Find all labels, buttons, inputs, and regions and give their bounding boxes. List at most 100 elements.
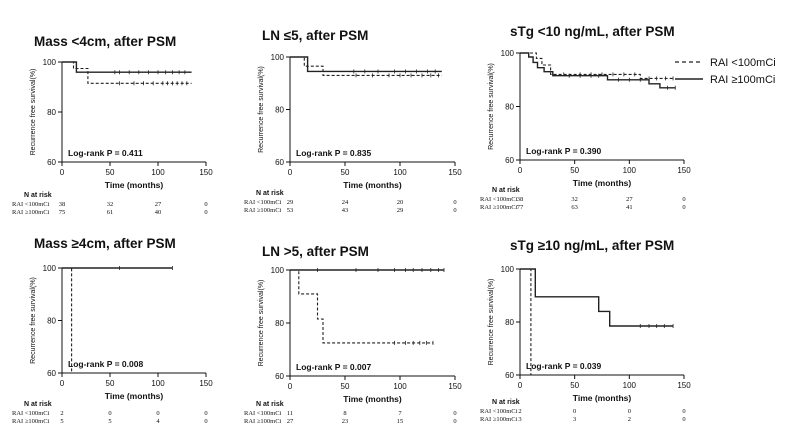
risk-count: 0 <box>573 408 576 415</box>
risk-table-header: N at risk <box>256 401 284 408</box>
risk-row-label: RAI ≥100mCi <box>12 209 50 216</box>
series-line-high-dose <box>62 61 192 73</box>
risk-count: 15 <box>397 418 404 425</box>
y-tick-label: 60 <box>505 156 514 165</box>
risk-row-label: RAI ≥100mCi <box>480 416 518 423</box>
risk-table-header: N at risk <box>492 187 520 194</box>
risk-count: 4 <box>156 418 160 425</box>
risk-count: 0 <box>682 416 685 423</box>
risk-count: 32 <box>571 196 578 203</box>
x-tick-label: 0 <box>60 379 65 388</box>
x-tick-label: 150 <box>677 381 691 390</box>
logrank-annotation: Log-rank P = 0.835 <box>296 148 371 158</box>
x-axis-label: Time (months) <box>343 394 402 404</box>
x-tick-label: 100 <box>623 166 637 175</box>
y-axis-label: Recurrence free survival(%) <box>30 69 37 156</box>
x-tick-label: 150 <box>448 382 462 391</box>
x-axis-label: Time (months) <box>573 393 632 403</box>
series-line-low-dose <box>62 267 73 373</box>
x-tick-label: 50 <box>341 382 350 391</box>
risk-count: 8 <box>343 410 346 417</box>
panel-title: LN >5, after PSM <box>262 244 369 259</box>
y-tick-label: 60 <box>275 372 284 381</box>
risk-count: 0 <box>204 201 207 208</box>
y-tick-label: 100 <box>271 266 285 275</box>
x-axis-label: Time (months) <box>105 180 164 190</box>
y-tick-label: 60 <box>505 371 514 380</box>
x-tick-label: 100 <box>623 381 637 390</box>
x-axis-label: Time (months) <box>573 178 632 188</box>
y-tick-label: 60 <box>47 369 56 378</box>
x-tick-label: 150 <box>199 168 213 177</box>
x-tick-label: 100 <box>151 379 165 388</box>
x-tick-label: 100 <box>151 168 165 177</box>
risk-count: 7 <box>398 410 402 417</box>
risk-count: 2 <box>628 416 631 423</box>
km-panel: Mass <4cm, after PSM 60 80 100 0 50 100 150 Recu… <box>12 34 213 216</box>
risk-count: 5 <box>108 418 111 425</box>
km-panel: sTg ≥10 ng/mL, after PSM 60 80 100 0 50 100 150… <box>480 238 691 423</box>
km-panel: LN ≤5, after PSM 60 80 100 0 50 100 150 Recurren… <box>244 28 462 214</box>
risk-row-label: RAI <100mCi <box>12 410 50 417</box>
risk-count: 0 <box>453 410 456 417</box>
x-tick-label: 50 <box>570 381 579 390</box>
x-tick-label: 150 <box>199 379 213 388</box>
logrank-annotation: Log-rank P = 0.390 <box>526 146 601 156</box>
series-line-low-dose <box>520 52 674 79</box>
risk-count: 2 <box>518 408 521 415</box>
x-tick-label: 50 <box>106 379 115 388</box>
risk-count: 0 <box>108 410 111 417</box>
x-axis-label: Time (months) <box>343 180 402 190</box>
risk-table-header: N at risk <box>256 190 284 197</box>
risk-row-label: RAI ≥100mCi <box>244 207 282 214</box>
risk-count: 3 <box>518 416 521 423</box>
risk-count: 3 <box>573 416 576 423</box>
risk-row-label: RAI <100mCi <box>480 408 518 415</box>
risk-count: 63 <box>571 204 578 211</box>
risk-count: 0 <box>682 408 685 415</box>
y-tick-label: 60 <box>47 158 56 167</box>
series-line-low-dose <box>290 56 442 76</box>
risk-count: 20 <box>397 199 404 206</box>
panel-title: LN ≤5, after PSM <box>262 28 368 43</box>
risk-count: 2 <box>60 410 63 417</box>
risk-row-label: RAI <100mCi <box>480 196 518 203</box>
risk-count: 24 <box>342 199 349 206</box>
risk-count: 0 <box>628 408 631 415</box>
legend-entry-label: RAI ≥100mCi <box>710 74 775 86</box>
y-axis-label: Recurrence free survival(%) <box>258 66 265 153</box>
risk-count: 75 <box>59 209 66 216</box>
risk-count: 27 <box>626 196 633 203</box>
logrank-annotation: Log-rank P = 0.411 <box>68 148 143 158</box>
x-tick-label: 150 <box>677 166 691 175</box>
risk-count: 0 <box>453 207 456 214</box>
panel-title: sTg ≥10 ng/mL, after PSM <box>510 238 674 253</box>
risk-row-label: RAI ≥100mCi <box>244 418 282 425</box>
panel-title: Mass ≥4cm, after PSM <box>34 236 176 251</box>
panel-title: sTg <10 ng/mL, after PSM <box>510 24 675 39</box>
risk-count: 29 <box>287 199 294 206</box>
risk-table-header: N at risk <box>24 401 52 408</box>
legend-entry-label: RAI <100mCi <box>710 57 776 69</box>
legend: RAI <100mCi RAI ≥100mCi <box>675 57 776 86</box>
series-line-high-dose <box>520 52 676 89</box>
risk-count: 27 <box>287 418 294 425</box>
x-tick-label: 0 <box>288 382 293 391</box>
risk-count: 5 <box>60 418 63 425</box>
x-tick-label: 50 <box>341 168 350 177</box>
risk-row-label: RAI ≥100mCi <box>480 204 518 211</box>
x-tick-label: 150 <box>448 168 462 177</box>
risk-count: 27 <box>155 201 162 208</box>
x-tick-label: 50 <box>570 166 579 175</box>
y-tick-label: 100 <box>501 265 515 274</box>
x-tick-label: 0 <box>60 168 65 177</box>
risk-count: 77 <box>517 204 524 211</box>
risk-count: 0 <box>156 410 159 417</box>
risk-count: 0 <box>204 418 207 425</box>
y-tick-label: 100 <box>271 53 285 62</box>
risk-row-label: RAI ≥100mCi <box>12 418 50 425</box>
x-tick-label: 0 <box>518 166 523 175</box>
y-tick-label: 80 <box>275 319 284 328</box>
series-line-high-dose <box>520 268 674 327</box>
